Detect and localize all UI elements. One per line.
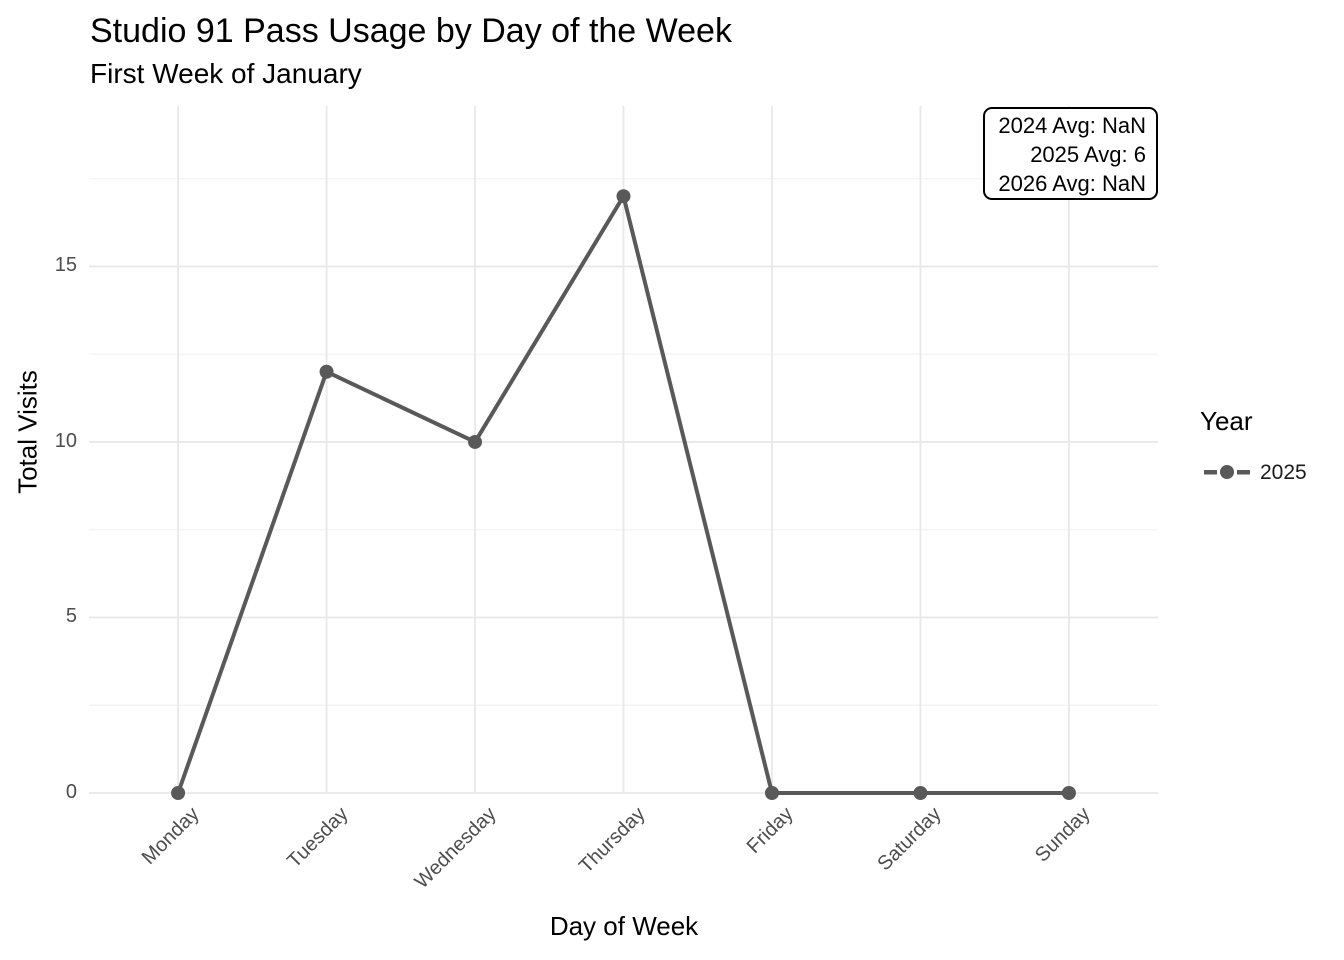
legend-key-dash	[1237, 470, 1250, 475]
data-point-thursday	[616, 189, 631, 204]
legend-key-dash	[1204, 470, 1217, 475]
annotation-line-2026: 2026 Avg: NaN	[998, 171, 1146, 196]
annotation-line-2024: 2024 Avg: NaN	[998, 113, 1146, 138]
legend-key-point	[1220, 465, 1234, 479]
data-point-sunday	[1061, 786, 1076, 800]
y-tick-label-5: 5	[65, 605, 77, 628]
y-axis-title: Total Visits	[12, 370, 43, 494]
data-point-monday	[171, 786, 186, 800]
data-point-tuesday	[319, 364, 334, 379]
data-point-friday	[764, 786, 779, 800]
averages-annotation-box: 2024 Avg: NaN 2025 Avg: 6 2026 Avg: NaN	[983, 107, 1158, 200]
x-axis-title: Day of Week	[549, 911, 699, 941]
chart-subtitle: First Week of January	[90, 58, 362, 89]
chart-title: Studio 91 Pass Usage by Day of the Week	[90, 12, 732, 50]
annotation-line-2025: 2025 Avg: 6	[1030, 142, 1146, 167]
data-point-wednesday	[468, 434, 483, 449]
legend-label-2025: 2025	[1260, 461, 1307, 484]
y-tick-label-15: 15	[54, 254, 77, 277]
data-point-saturday	[913, 786, 928, 800]
legend-key-line-point-icon	[1204, 465, 1250, 479]
y-tick-label-10: 10	[54, 429, 77, 452]
y-tick-label-0: 0	[65, 781, 77, 803]
legend-title: Year	[1200, 406, 1253, 436]
